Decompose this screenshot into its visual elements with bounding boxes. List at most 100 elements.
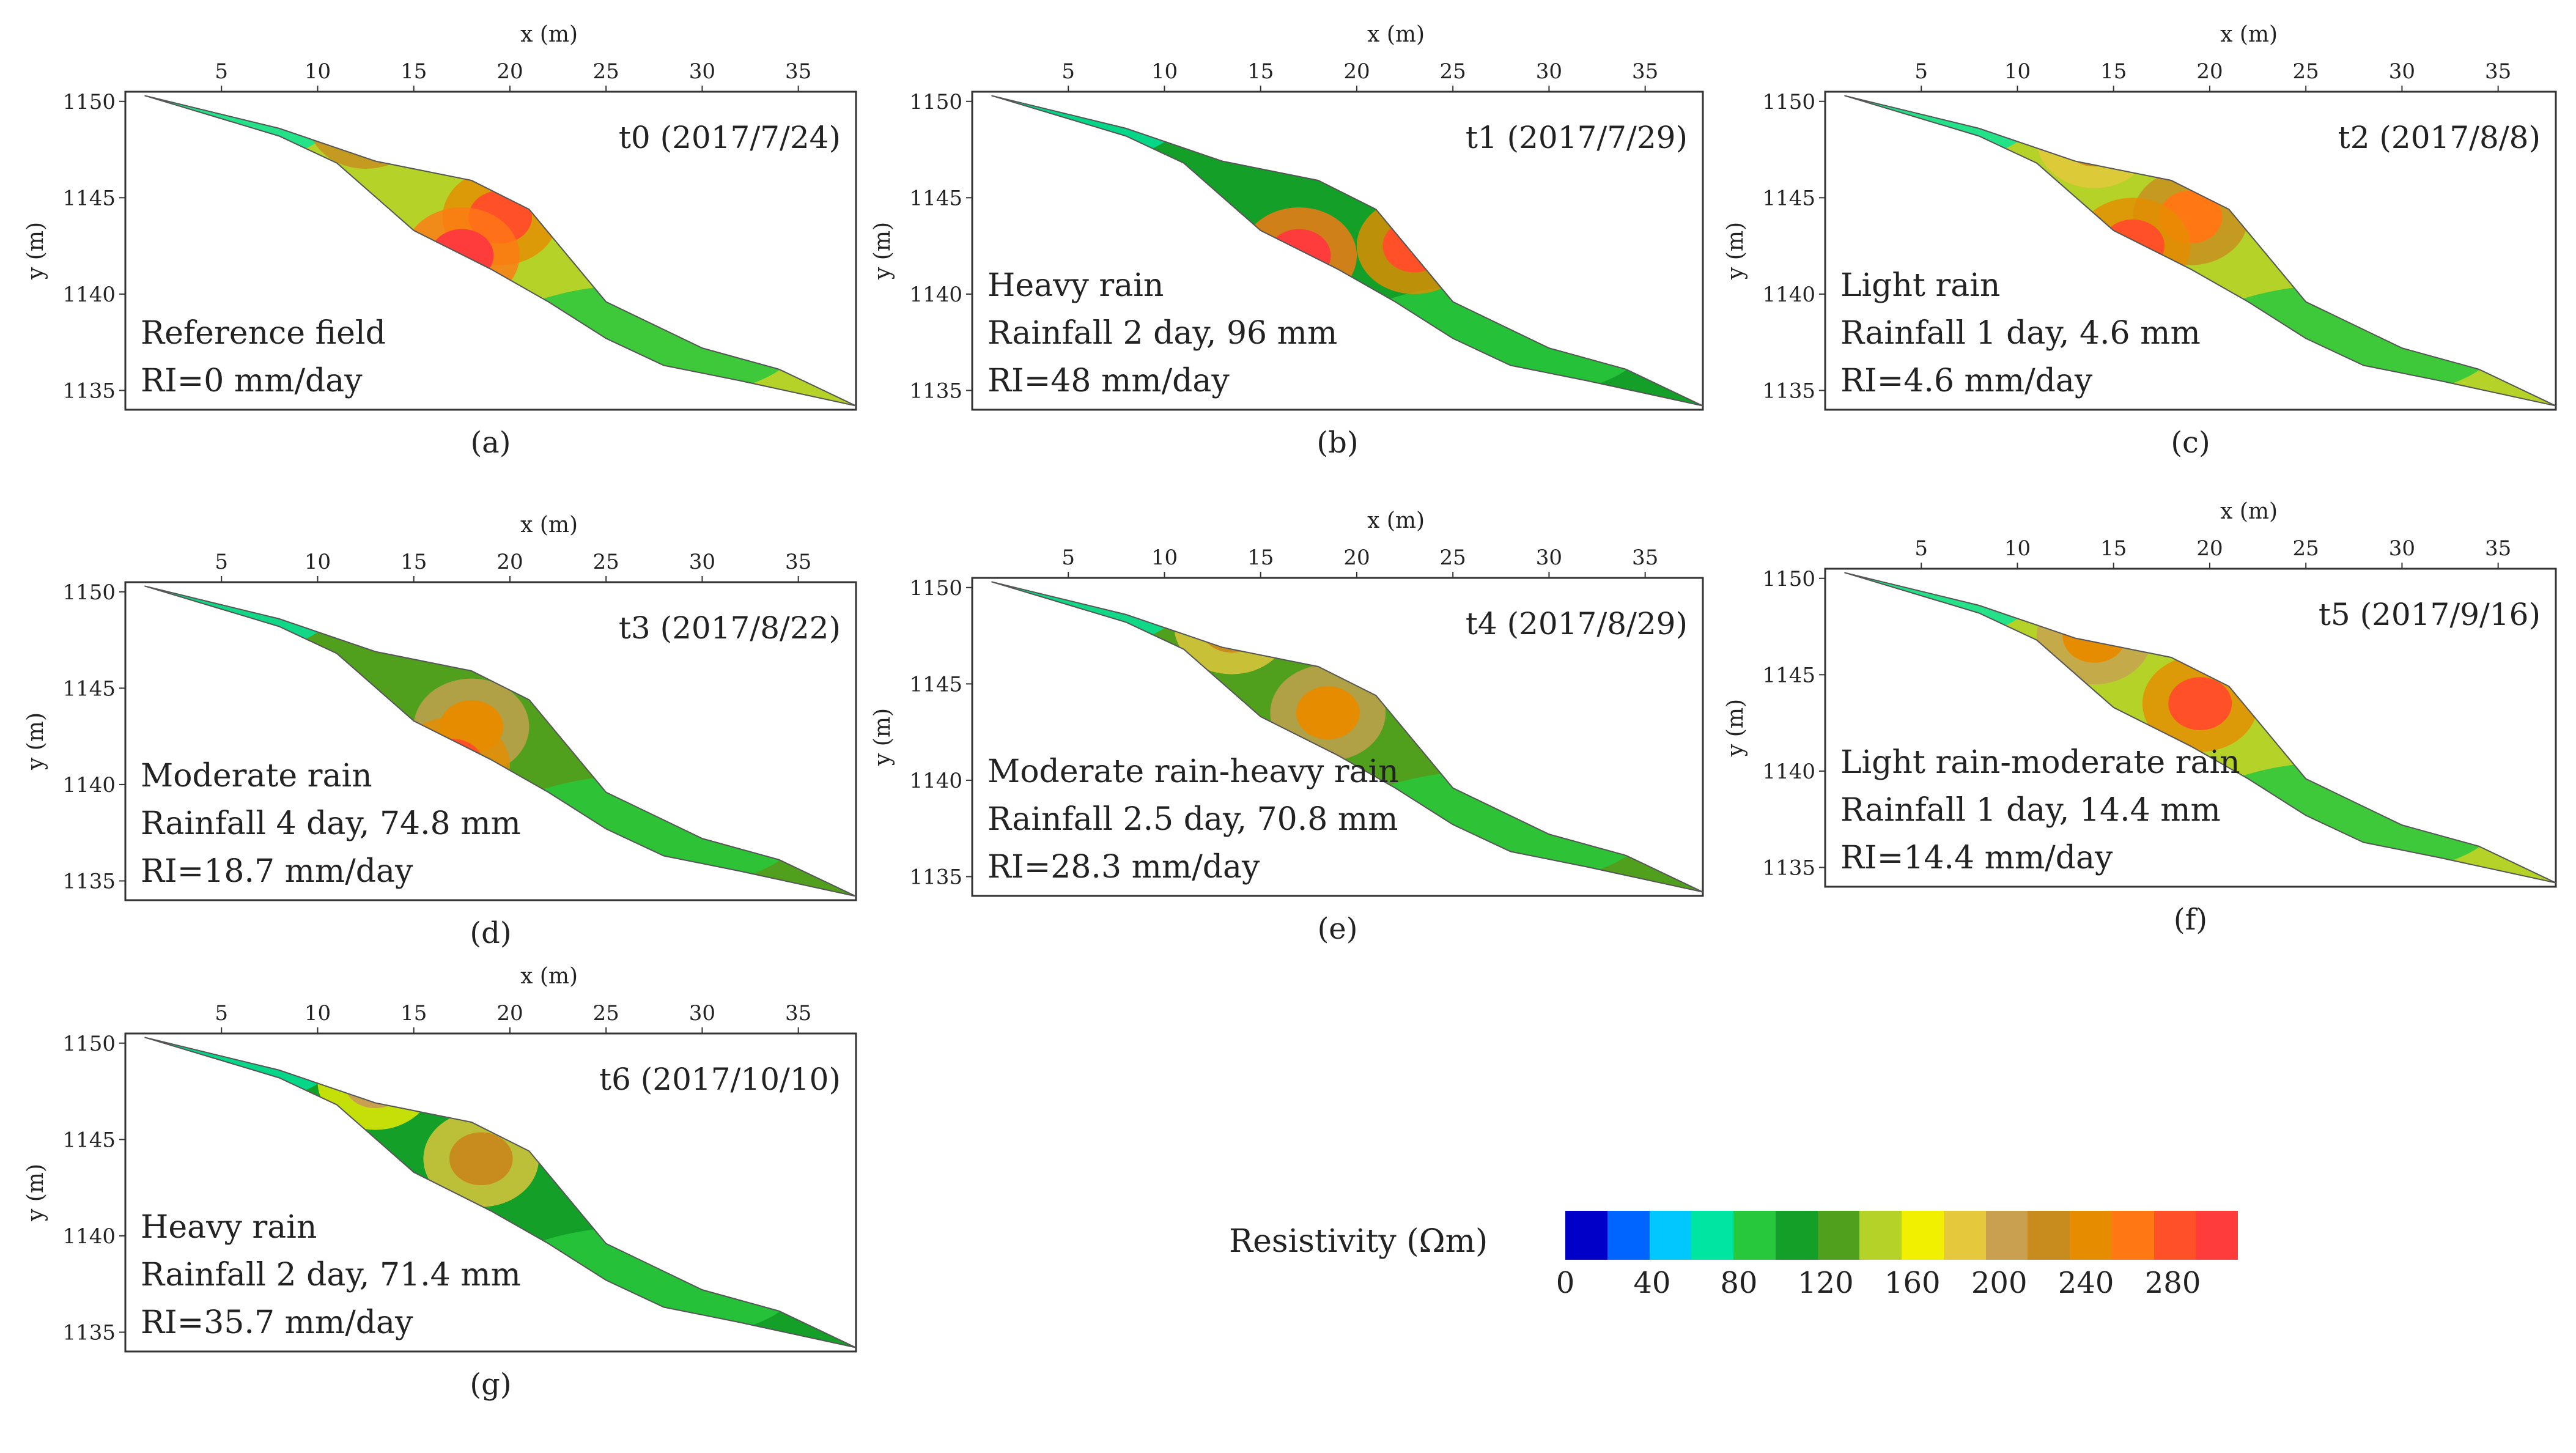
annotation-line: Heavy rain bbox=[141, 1209, 317, 1246]
x-tick-label: 5 bbox=[1914, 59, 1928, 84]
legend-swatch bbox=[1649, 1211, 1692, 1260]
x-tick-label: 35 bbox=[785, 550, 811, 574]
y-tick-label: 1145 bbox=[1762, 186, 1815, 210]
x-tick-label: 10 bbox=[1151, 545, 1178, 570]
legend-swatch bbox=[1733, 1211, 1776, 1260]
y-tick-label: 1135 bbox=[1762, 856, 1815, 880]
x-tick-label: 30 bbox=[689, 550, 715, 574]
x-tick-label: 35 bbox=[1632, 59, 1658, 84]
y-tick-label: 1145 bbox=[1762, 663, 1815, 687]
x-tick-label: 30 bbox=[2389, 536, 2415, 561]
y-tick-label: 1150 bbox=[62, 1032, 116, 1056]
x-tick-label: 10 bbox=[304, 550, 331, 574]
color-legend: Resistivity (Ωm) 0 40 80 120 160 200 240 280 bbox=[1223, 1199, 2262, 1321]
hotspot bbox=[449, 1132, 513, 1186]
x-tick-label: 20 bbox=[2196, 536, 2223, 561]
x-tick-label: 15 bbox=[1247, 545, 1274, 570]
x-tick-label: 10 bbox=[2004, 536, 2031, 561]
x-axis-label: x (m) bbox=[1367, 508, 1425, 533]
legend-color-bar bbox=[1565, 1211, 2238, 1260]
x-tick-label: 15 bbox=[400, 59, 427, 84]
x-tick-label: 30 bbox=[689, 59, 715, 84]
annotation-line: Light rain-moderate rain bbox=[1840, 744, 2240, 781]
x-tick-label: 35 bbox=[1632, 545, 1658, 570]
x-tick-label: 30 bbox=[1536, 59, 1562, 84]
y-tick-label: 1135 bbox=[1762, 379, 1815, 403]
panel-f: 5 10 15 20 25 30 35 x (m) 1150 1145 1140 1135 y (m) t… bbox=[1723, 499, 2557, 937]
x-tick-label: 25 bbox=[593, 1001, 619, 1026]
y-axis-label: y (m) bbox=[23, 1164, 48, 1222]
legend-swatch bbox=[2111, 1211, 2154, 1260]
legend-tick-label: 120 bbox=[1797, 1266, 1854, 1300]
panel-a: 5 10 15 20 25 30 35 x (m) 1150 1145 1140 1135 y (m) t… bbox=[23, 22, 857, 460]
field-outline bbox=[991, 581, 1703, 893]
panel-label: (e) bbox=[1318, 912, 1358, 946]
legend-tick-label: 160 bbox=[1884, 1266, 1941, 1300]
x-axis-label: x (m) bbox=[1367, 22, 1425, 47]
y-tick-label: 1150 bbox=[62, 580, 116, 605]
legend-swatch bbox=[2070, 1211, 2112, 1260]
time-label: t2 (2017/8/8) bbox=[2338, 120, 2541, 155]
field-outline bbox=[991, 95, 1703, 407]
y-tick-label: 1140 bbox=[62, 283, 116, 307]
annotation-line: Light rain bbox=[1840, 267, 2000, 304]
legend-title: Resistivity (Ωm) bbox=[1229, 1223, 1488, 1260]
time-label: t6 (2017/10/10) bbox=[599, 1062, 841, 1097]
legend-tick-label: 240 bbox=[2057, 1266, 2114, 1300]
x-tick-label: 15 bbox=[1247, 59, 1274, 84]
x-tick-label: 30 bbox=[2389, 59, 2415, 84]
legend-swatch bbox=[1943, 1211, 1986, 1260]
legend-swatch bbox=[1859, 1211, 1902, 1260]
y-axis-label: y (m) bbox=[23, 712, 48, 771]
panel-b: 5 10 15 20 25 30 35 x (m) 1150 1145 1140 1135 y (m) t… bbox=[870, 22, 1704, 460]
x-tick-label: 20 bbox=[1343, 59, 1370, 84]
panel-label: (a) bbox=[470, 426, 511, 460]
panel-label: (d) bbox=[470, 916, 511, 950]
annotation-line: RI=4.6 mm/day bbox=[1840, 363, 2093, 399]
legend-tick-label: 40 bbox=[1633, 1266, 1671, 1300]
x-tick-label: 15 bbox=[400, 550, 427, 574]
panel-label: (b) bbox=[1316, 426, 1358, 460]
annotation-line: RI=18.7 mm/day bbox=[141, 853, 413, 890]
x-axis-label: x (m) bbox=[2220, 22, 2278, 47]
time-label: t4 (2017/8/29) bbox=[1466, 606, 1688, 641]
x-tick-label: 10 bbox=[1151, 59, 1178, 84]
x-tick-label: 35 bbox=[785, 59, 811, 84]
y-tick-label: 1145 bbox=[909, 186, 962, 210]
y-tick-label: 1150 bbox=[909, 90, 962, 114]
legend-swatch bbox=[1691, 1211, 1733, 1260]
annotation-line: RI=35.7 mm/day bbox=[141, 1304, 413, 1341]
y-tick-label: 1135 bbox=[62, 1320, 116, 1345]
x-tick-label: 5 bbox=[1061, 545, 1075, 570]
y-tick-label: 1150 bbox=[909, 576, 962, 601]
y-axis-label: y (m) bbox=[23, 222, 48, 280]
panel-c: 5 10 15 20 25 30 35 x (m) 1150 1145 1140 1135 y (m) t… bbox=[1723, 22, 2557, 460]
x-tick-label: 20 bbox=[496, 59, 523, 84]
x-tick-label: 35 bbox=[785, 1001, 811, 1026]
x-tick-label: 25 bbox=[2293, 59, 2319, 84]
field-outline bbox=[1844, 572, 2556, 884]
x-tick-label: 5 bbox=[215, 59, 228, 84]
x-tick-label: 5 bbox=[215, 550, 228, 574]
y-axis-label: y (m) bbox=[1723, 699, 1748, 757]
annotation-line: Rainfall 1 day, 14.4 mm bbox=[1840, 792, 2221, 829]
y-axis-label: y (m) bbox=[870, 222, 895, 280]
panel-g: 5 10 15 20 25 30 35 x (m) 1150 1145 1140 1135 y (m) t… bbox=[23, 964, 857, 1402]
x-tick-label: 5 bbox=[215, 1001, 228, 1026]
legend-tick-label: 280 bbox=[2144, 1266, 2201, 1300]
field-outline bbox=[144, 585, 857, 897]
x-tick-label: 25 bbox=[593, 59, 619, 84]
x-axis-label: x (m) bbox=[2220, 499, 2278, 524]
y-tick-label: 1140 bbox=[1762, 283, 1815, 307]
x-tick-label: 20 bbox=[2196, 59, 2223, 84]
annotation-line: RI=48 mm/day bbox=[987, 363, 1230, 399]
x-tick-label: 20 bbox=[496, 1001, 523, 1026]
field-outline bbox=[144, 1037, 857, 1348]
time-label: t0 (2017/7/24) bbox=[619, 120, 841, 155]
panel-label: (f) bbox=[2174, 903, 2207, 937]
x-tick-label: 5 bbox=[1061, 59, 1075, 84]
y-tick-label: 1140 bbox=[62, 1224, 116, 1249]
time-label: t1 (2017/7/29) bbox=[1466, 120, 1688, 155]
